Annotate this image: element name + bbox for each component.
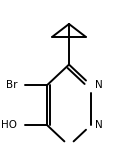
Text: N: N (95, 120, 103, 130)
Text: HO: HO (1, 120, 17, 130)
Text: Br: Br (6, 80, 17, 90)
Text: N: N (95, 80, 103, 90)
